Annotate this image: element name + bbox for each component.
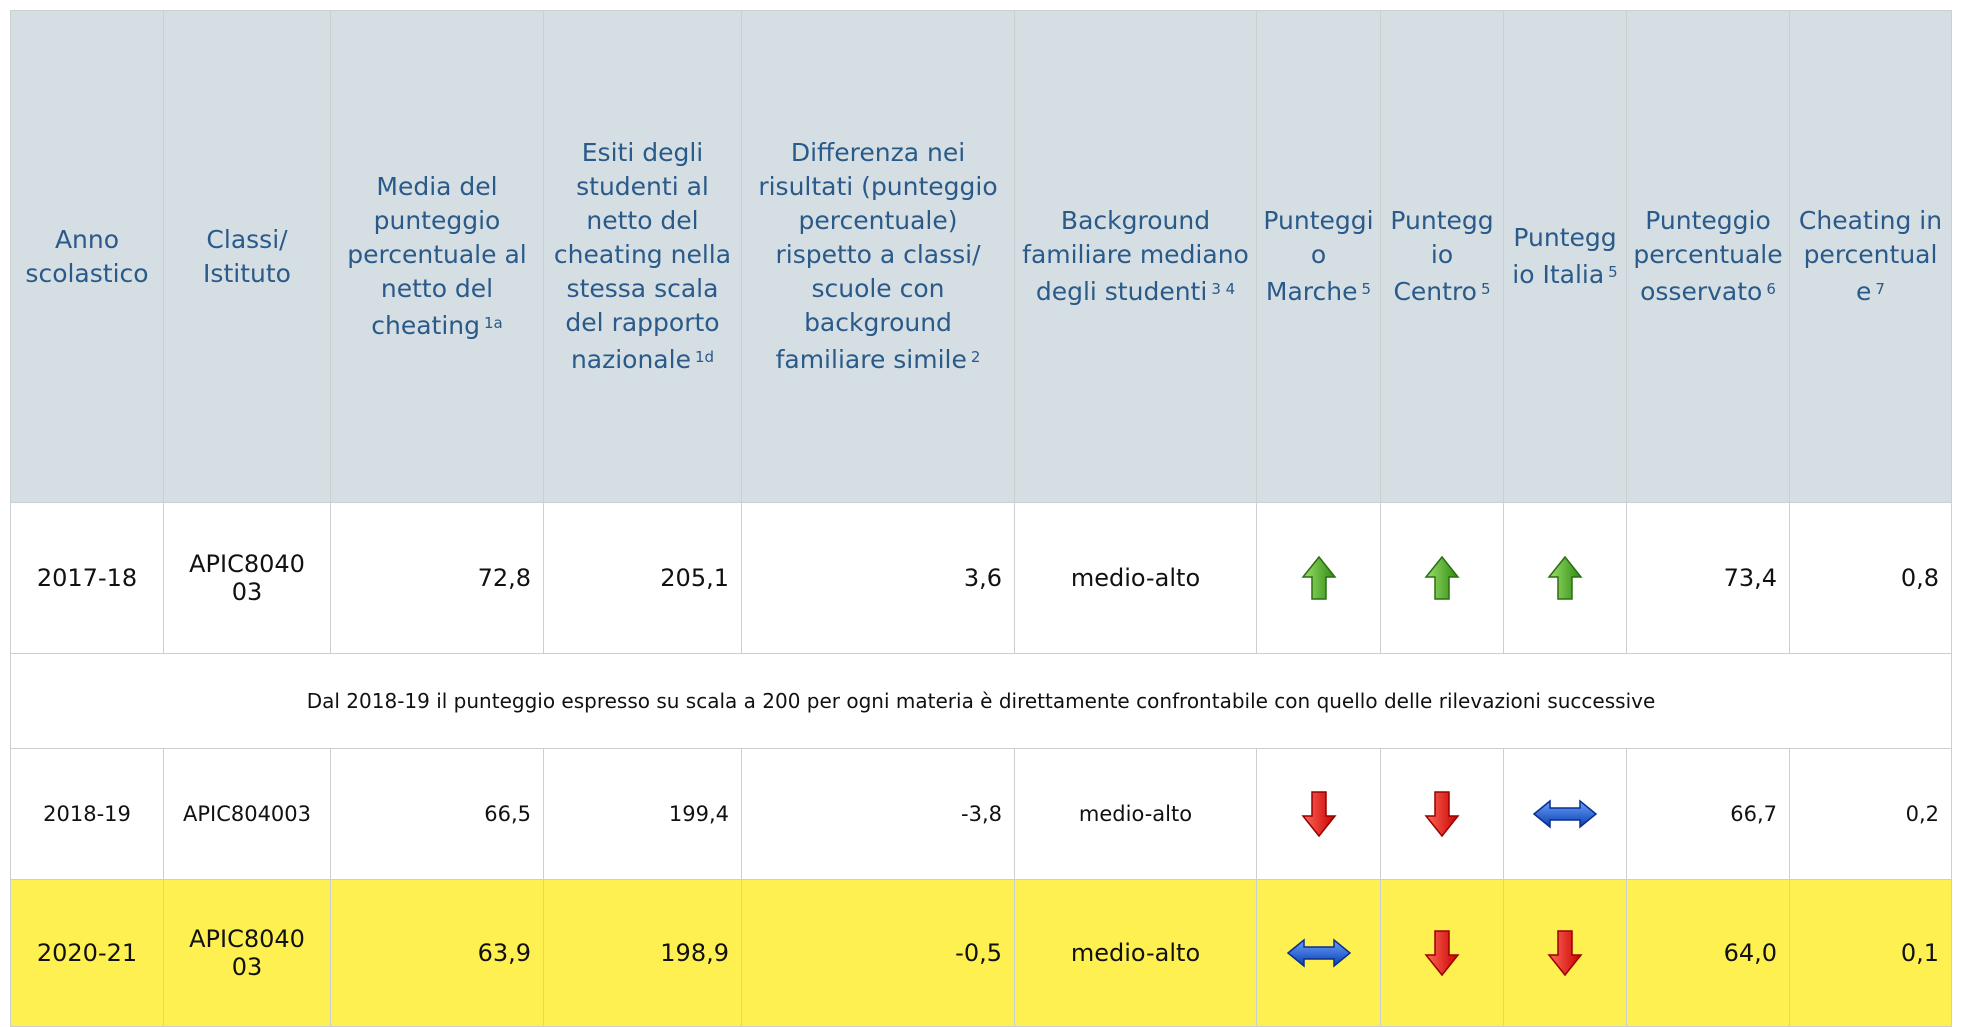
footnote-ref: 5 (1361, 280, 1372, 298)
column-header: Media del punteggio percentuale al netto… (330, 10, 544, 503)
column-header: Punteggio percentuale osservato 6 (1626, 10, 1790, 503)
footnote-ref: 1a (484, 314, 503, 332)
column-header: Punteggio Centro 5 (1380, 10, 1504, 503)
media: 66,5 (330, 748, 544, 880)
header-text: Punteggio Centro (1390, 206, 1494, 306)
osservato: 64,0 (1626, 879, 1790, 1027)
row: 2020-21 APIC804003 63,9 198,9 -0,5 medio… (10, 879, 1952, 1027)
header-text: Cheating in percentuale (1798, 206, 1943, 306)
note-row: Dal 2018-19 il punteggio espresso su sca… (10, 653, 1952, 749)
osservato: 73,4 (1626, 502, 1790, 654)
footnote-ref: 1d (694, 348, 715, 366)
down-arrow (1424, 791, 1460, 838)
year: 2017-18 (10, 502, 164, 654)
cheating: 0,8 (1789, 502, 1952, 654)
up-arrow (1300, 555, 1337, 600)
school: APIC804003 (163, 502, 331, 654)
column-header: Classi/ Istituto (163, 10, 331, 503)
arrow-cell (1380, 748, 1504, 880)
footnote-ref: 3 4 (1211, 280, 1236, 298)
footnote-ref: 2 (970, 348, 981, 366)
down-arrow (1424, 930, 1460, 977)
arrow-cell (1503, 748, 1627, 880)
esiti: 198,9 (543, 879, 742, 1027)
footnote-ref: 7 (1875, 280, 1885, 298)
results-table: Anno scolastico Classi/ Istituto Media del… (10, 10, 1952, 1027)
note: Dal 2018-19 il punteggio espresso su sca… (10, 653, 1952, 749)
header-text: Anno scolastico (25, 224, 149, 288)
background: medio-alto (1014, 748, 1257, 880)
osservato: 66,7 (1626, 748, 1790, 880)
footnote-ref: 5 (1608, 263, 1618, 281)
year: 2020-21 (10, 879, 164, 1027)
background: medio-alto (1014, 502, 1257, 654)
header-text: Punteggio Italia (1512, 223, 1617, 289)
column-header: Anno scolastico (10, 10, 164, 503)
down-arrow (1300, 791, 1337, 838)
esiti: 199,4 (543, 748, 742, 880)
school: APIC804003 (163, 748, 331, 880)
column-header: Cheating in percentuale 7 (1789, 10, 1952, 503)
column-header: Punteggio Italia 5 (1503, 10, 1627, 503)
footnote-ref: 6 (1766, 280, 1776, 298)
arrow-cell (1503, 879, 1627, 1027)
year: 2018-19 (10, 748, 164, 880)
header-text: Classi/ Istituto (203, 224, 291, 288)
media: 63,9 (330, 879, 544, 1027)
header-text: Esiti degli studenti al netto del cheati… (553, 138, 732, 374)
arrow-cell (1380, 879, 1504, 1027)
header-text: Media del punteggio percentuale al netto… (347, 172, 527, 340)
media: 72,8 (330, 502, 544, 654)
column-header: Differenza nei risultati (punteggio perc… (741, 10, 1015, 503)
arrow-cell (1256, 879, 1381, 1027)
both-arrow (1286, 938, 1351, 968)
diff: -3,8 (741, 748, 1015, 880)
school: APIC804003 (163, 879, 331, 1027)
header-text: Punteggio Marche (1263, 206, 1374, 306)
column-header: Punteggio Marche 5 (1256, 10, 1381, 503)
header-text: Background familiare mediano degli stude… (1022, 206, 1249, 306)
column-header: Background familiare mediano degli stude… (1014, 10, 1257, 503)
down-arrow (1547, 930, 1583, 977)
esiti: 205,1 (543, 502, 742, 654)
header-text: Punteggio percentuale osservato (1633, 206, 1783, 306)
diff: -0,5 (741, 879, 1015, 1027)
header-row: Anno scolastico Classi/ Istituto Media del… (10, 10, 1952, 503)
header-text: Differenza nei risultati (punteggio perc… (758, 138, 998, 374)
cheating: 0,2 (1789, 748, 1952, 880)
background: medio-alto (1014, 879, 1257, 1027)
both-arrow (1532, 799, 1598, 829)
footnote-ref: 5 (1480, 280, 1491, 298)
row: 2018-19 APIC804003 66,5 199,4 -3,8 medio… (10, 748, 1952, 880)
arrow-cell (1380, 502, 1504, 654)
up-arrow (1424, 555, 1460, 600)
up-arrow (1547, 555, 1583, 600)
arrow-cell (1503, 502, 1627, 654)
column-header: Esiti degli studenti al netto del cheati… (543, 10, 742, 503)
cheating: 0,1 (1789, 879, 1952, 1027)
row: 2017-18 APIC804003 72,8 205,1 3,6 medio-… (10, 502, 1952, 654)
arrow-cell (1256, 748, 1381, 880)
arrow-cell (1256, 502, 1381, 654)
diff: 3,6 (741, 502, 1015, 654)
